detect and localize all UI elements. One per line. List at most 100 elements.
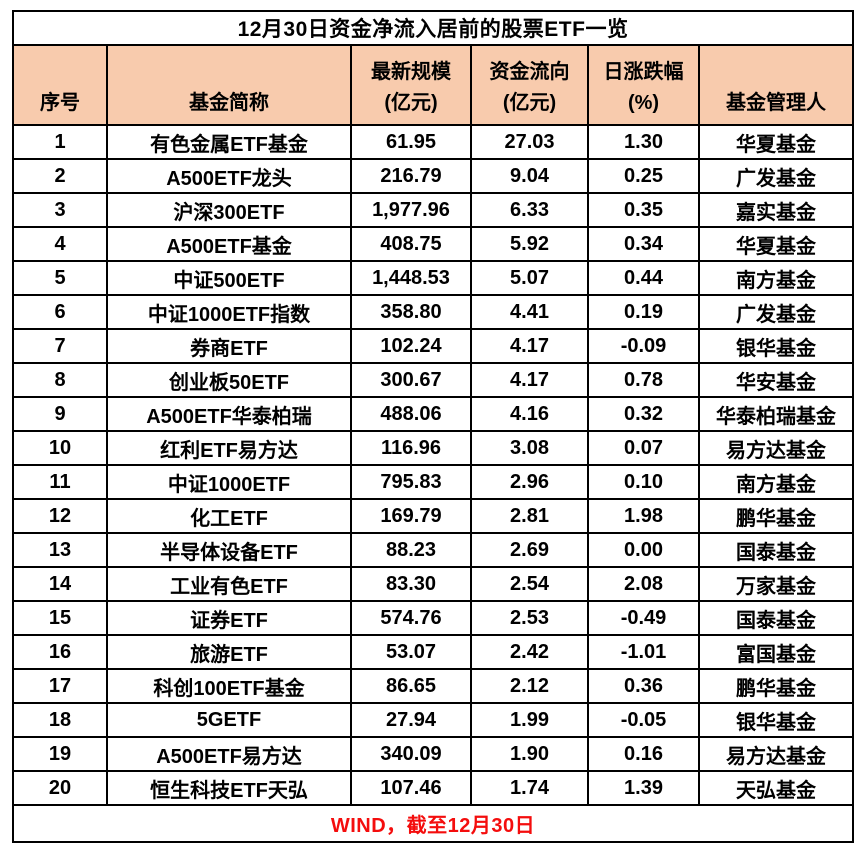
table-row: 5 中证500ETF 1,448.53 5.07 0.44 南方基金 [12,260,855,296]
cell-fund_flow: 5.92 [470,226,589,262]
cell-fund_manager: 南方基金 [697,464,855,500]
cell-fund_flow: 4.17 [470,362,589,398]
table-row: 6 中证1000ETF指数 358.80 4.41 0.19 广发基金 [12,294,855,330]
col-header-label: 最新规模 [371,61,451,83]
col-header-index: 序号 [12,44,108,126]
cell-fund_flow: 2.12 [470,668,589,704]
cell-index: 4 [12,226,108,262]
table-row: 18 5GETF 27.94 1.99 -0.05 银华基金 [12,702,855,738]
cell-index: 20 [12,770,108,806]
table-row: 13 半导体设备ETF 88.23 2.69 0.00 国泰基金 [12,532,855,568]
cell-index: 16 [12,634,108,670]
cell-daily_change: 0.16 [587,736,700,772]
cell-latest_scale: 169.79 [350,498,472,534]
cell-fund_name: A500ETF基金 [106,226,352,262]
cell-index: 5 [12,260,108,296]
col-header-fund-flow: 资金流向 (亿元) [470,44,589,126]
col-header-label: 基金管理人 [726,92,827,114]
table-row: 16 旅游ETF 53.07 2.42 -1.01 富国基金 [12,634,855,670]
col-header-daily-change: 日涨跌幅 (%) [587,44,700,126]
source-note: WIND，截至12月30日 [11,804,855,843]
source-row: WIND，截至12月30日 [11,804,855,843]
cell-latest_scale: 53.07 [350,634,472,670]
cell-daily_change: 0.35 [587,192,700,228]
cell-latest_scale: 107.46 [350,770,472,806]
cell-daily_change: -0.09 [587,328,700,364]
table-row: 1 有色金属ETF基金 61.95 27.03 1.30 华夏基金 [12,124,855,160]
cell-index: 12 [12,498,108,534]
cell-latest_scale: 1,448.53 [350,260,472,296]
cell-latest_scale: 574.76 [350,600,472,636]
cell-daily_change: 0.00 [587,532,700,568]
cell-daily_change: -1.01 [587,634,700,670]
cell-fund_name: A500ETF华泰柏瑞 [106,396,352,432]
cell-fund_flow: 4.16 [470,396,589,432]
cell-fund_flow: 4.41 [470,294,589,330]
cell-latest_scale: 408.75 [350,226,472,262]
cell-fund_name: A500ETF龙头 [106,158,352,194]
cell-daily_change: 0.44 [587,260,700,296]
cell-fund_name: 中证1000ETF [106,464,352,500]
table-row: 10 红利ETF易方达 116.96 3.08 0.07 易方达基金 [12,430,855,466]
cell-latest_scale: 1,977.96 [350,192,472,228]
cell-fund_flow: 2.54 [470,566,589,602]
table-row: 9 A500ETF华泰柏瑞 488.06 4.16 0.32 华泰柏瑞基金 [12,396,855,432]
cell-daily_change: 1.30 [587,124,700,160]
cell-fund_manager: 国泰基金 [697,532,855,568]
cell-fund_flow: 27.03 [470,124,589,160]
cell-latest_scale: 83.30 [350,566,472,602]
cell-latest_scale: 88.23 [350,532,472,568]
cell-daily_change: 0.36 [587,668,700,704]
cell-index: 15 [12,600,108,636]
cell-fund_manager: 广发基金 [697,294,855,330]
cell-daily_change: 0.10 [587,464,700,500]
cell-fund_name: 中证1000ETF指数 [106,294,352,330]
table-row: 12 化工ETF 169.79 2.81 1.98 鹏华基金 [12,498,855,534]
cell-latest_scale: 300.67 [350,362,472,398]
table-row: 8 创业板50ETF 300.67 4.17 0.78 华安基金 [12,362,855,398]
etf-flow-table: 12月30日资金净流入居前的股票ETF一览 序号 基金简称 最新规模 (亿元) … [11,10,855,843]
cell-latest_scale: 795.83 [350,464,472,500]
cell-fund_manager: 银华基金 [697,702,855,738]
cell-fund_name: 有色金属ETF基金 [106,124,352,160]
cell-daily_change: 0.25 [587,158,700,194]
cell-fund_flow: 3.08 [470,430,589,466]
cell-index: 17 [12,668,108,704]
cell-fund_manager: 鹏华基金 [697,668,855,704]
cell-index: 8 [12,362,108,398]
cell-fund_name: 5GETF [106,702,352,738]
cell-fund_manager: 富国基金 [697,634,855,670]
table-row: 15 证券ETF 574.76 2.53 -0.49 国泰基金 [12,600,855,636]
table-row: 3 沪深300ETF 1,977.96 6.33 0.35 嘉实基金 [12,192,855,228]
cell-index: 1 [12,124,108,160]
cell-fund_name: 中证500ETF [106,260,352,296]
col-header-label: 资金流向 [489,61,570,83]
cell-index: 19 [12,736,108,772]
cell-fund_manager: 广发基金 [697,158,855,194]
cell-fund_manager: 万家基金 [697,566,855,602]
cell-fund_name: 创业板50ETF [106,362,352,398]
cell-fund_manager: 鹏华基金 [697,498,855,534]
cell-daily_change: 1.39 [587,770,700,806]
cell-index: 3 [12,192,108,228]
cell-fund_manager: 天弘基金 [697,770,855,806]
cell-fund_name: 化工ETF [106,498,352,534]
cell-latest_scale: 340.09 [350,736,472,772]
cell-daily_change: 0.19 [587,294,700,330]
cell-latest_scale: 27.94 [350,702,472,738]
cell-fund_flow: 2.96 [470,464,589,500]
cell-fund_name: A500ETF易方达 [106,736,352,772]
cell-fund_flow: 5.07 [470,260,589,296]
cell-fund_name: 工业有色ETF [106,566,352,602]
cell-index: 11 [12,464,108,500]
cell-index: 10 [12,430,108,466]
cell-fund_manager: 华夏基金 [697,124,855,160]
table-row: 20 恒生科技ETF天弘 107.46 1.74 1.39 天弘基金 [12,770,855,806]
cell-latest_scale: 116.96 [350,430,472,466]
cell-fund_flow: 4.17 [470,328,589,364]
cell-fund_flow: 2.81 [470,498,589,534]
col-header-label: 基金简称 [189,92,269,114]
title-row: 12月30日资金净流入居前的股票ETF一览 [11,10,855,46]
cell-fund_flow: 2.69 [470,532,589,568]
table-row: 19 A500ETF易方达 340.09 1.90 0.16 易方达基金 [12,736,855,772]
